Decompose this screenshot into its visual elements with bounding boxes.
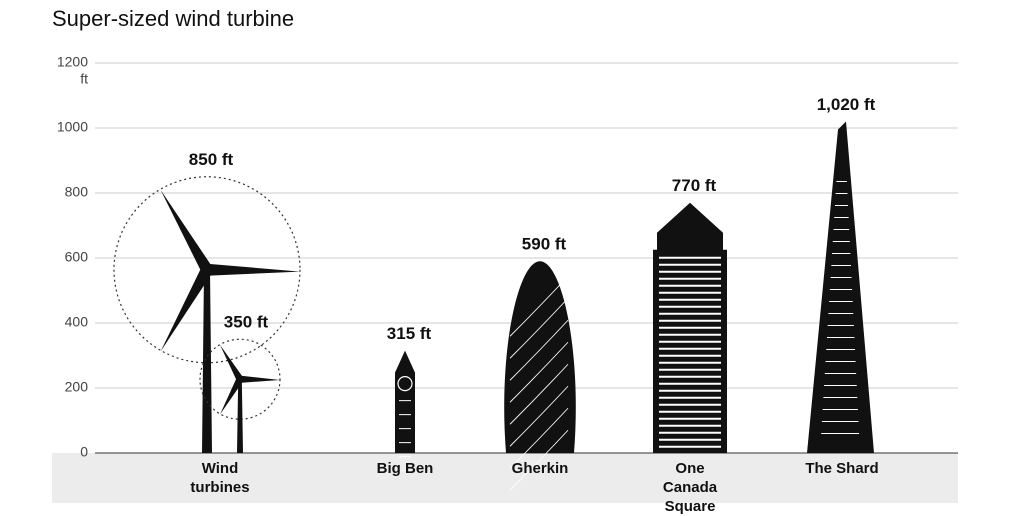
detail [509, 407, 569, 469]
blade [160, 189, 213, 273]
hub [201, 263, 213, 276]
tower [202, 269, 212, 453]
detail [509, 319, 569, 381]
y-tick-label: 600 [65, 249, 89, 265]
clock [397, 376, 413, 392]
big-ben [395, 350, 415, 453]
y-tick-label: 400 [65, 314, 89, 330]
x-tick-label: Wind turbines [190, 460, 250, 496]
value-label: 350 ft [224, 313, 269, 332]
blade [239, 375, 280, 383]
detail [509, 341, 569, 403]
y-tick-label: 1000 [57, 119, 88, 135]
x-tick-label: One Canada Square [662, 460, 718, 515]
detail [509, 385, 569, 447]
value-label: 1,020 ft [817, 95, 876, 114]
tower [237, 379, 243, 453]
value-label: 315 ft [387, 324, 432, 343]
detail [509, 429, 569, 491]
the-shard [807, 121, 874, 453]
baseline-band [52, 453, 958, 503]
x-tick-label: Big Ben [376, 460, 434, 477]
value-label: 590 ft [522, 235, 567, 254]
blade [160, 266, 213, 352]
blade [220, 377, 244, 415]
value-label: 850 ft [189, 150, 234, 169]
blade [220, 344, 244, 382]
value-label: 770 ft [672, 176, 717, 195]
y-tick-label: 0 [80, 444, 88, 460]
hub [236, 375, 244, 383]
detail [509, 363, 569, 425]
detail [509, 275, 569, 337]
y-tick-label: 800 [65, 184, 89, 200]
y-tick-label: 1200 [57, 54, 88, 70]
blade [206, 263, 300, 276]
detail [509, 297, 569, 359]
chart-title: Super-sized wind turbine [52, 6, 294, 31]
y-unit: ft [80, 71, 88, 87]
x-tick-label: Gherkin [511, 460, 569, 477]
rotor-circle [199, 338, 281, 420]
gherkin [504, 261, 576, 453]
y-tick-label: 200 [65, 379, 89, 395]
x-tick-label: The Shard [805, 460, 879, 477]
